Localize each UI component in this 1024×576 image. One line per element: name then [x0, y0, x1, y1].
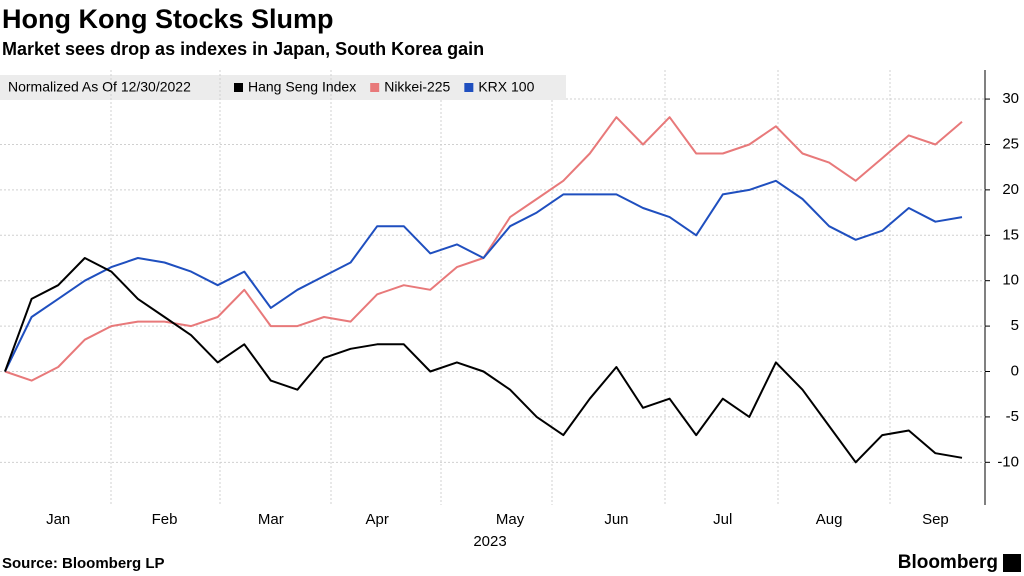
legend-swatch: [370, 83, 380, 92]
y-tick-label: -5: [1006, 408, 1019, 425]
legend-swatch: [234, 83, 243, 92]
vertical-grid: [110, 70, 891, 505]
y-tick-label: 5: [1011, 317, 1019, 334]
y-tick-label: 25: [1002, 135, 1019, 152]
y-tick-label: 10: [1002, 272, 1019, 289]
legend-label: Hang Seng Index: [248, 79, 356, 95]
legend-label: Nikkei-225: [384, 79, 450, 95]
y-tick-label: -10: [997, 453, 1019, 470]
legend-title: Normalized As Of 12/30/2022: [8, 79, 191, 95]
y-tick-label: 0: [1011, 362, 1019, 379]
x-tick-label: May: [496, 511, 525, 528]
source: Source: Bloomberg LP: [2, 555, 165, 572]
series-line: [4, 179, 963, 372]
brand: Bloomberg: [898, 552, 998, 573]
y-tick-label: 30: [1002, 90, 1019, 107]
chart-subtitle: Market sees drop as indexes in Japan, So…: [2, 39, 484, 59]
x-tick-label: Apr: [365, 511, 388, 528]
brand-icon: [1003, 554, 1021, 572]
y-tick-label: 15: [1002, 226, 1019, 243]
x-tick-label: Mar: [258, 511, 284, 528]
series-line: [4, 116, 963, 382]
legend-label: KRX 100: [478, 79, 534, 95]
x-tick-label: Jul: [713, 511, 732, 528]
series-line: [4, 257, 963, 464]
y-tick-label: 20: [1002, 181, 1019, 198]
x-tick-label: Sep: [922, 511, 949, 528]
x-tick-label: Aug: [816, 511, 843, 528]
x-tick-label: Feb: [152, 511, 178, 528]
chart-title: Hong Kong Stocks Slump: [2, 4, 334, 34]
legend-swatch: [464, 83, 474, 92]
x-tick-label: Jan: [46, 511, 70, 528]
x-axis-label: 2023: [473, 533, 506, 550]
x-tick-label: Jun: [604, 511, 628, 528]
